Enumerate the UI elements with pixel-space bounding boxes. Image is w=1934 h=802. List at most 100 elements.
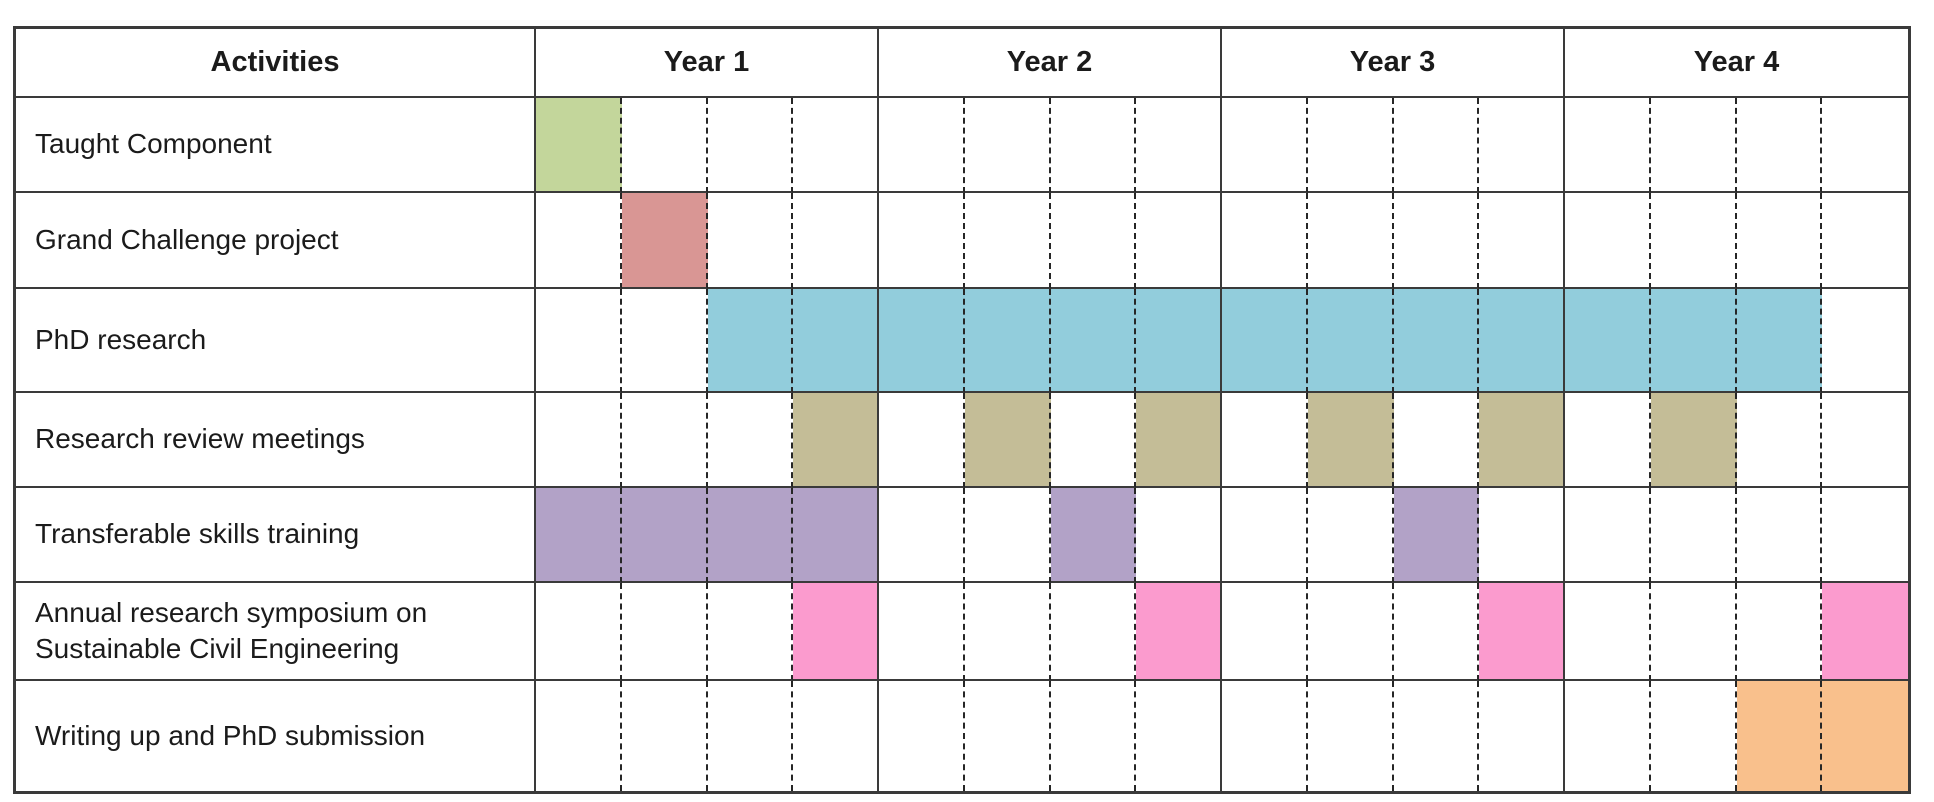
gantt-cell — [1222, 583, 1308, 681]
gantt-cell — [879, 488, 965, 583]
gantt-cell — [1307, 193, 1394, 289]
gantt-cell — [1136, 193, 1222, 289]
gantt-cell — [1393, 583, 1480, 681]
gantt-cell — [1822, 289, 1908, 393]
gantt-cell — [1479, 488, 1565, 583]
gantt-cell — [793, 193, 879, 289]
gantt-cell — [879, 681, 965, 791]
gantt-cell — [707, 681, 794, 791]
gantt-cell — [1307, 98, 1394, 193]
gantt-cell — [536, 393, 622, 488]
year-header-1: Year 1 — [536, 29, 879, 98]
gantt-cell — [1565, 681, 1651, 791]
gantt-bar-segment — [1307, 393, 1394, 488]
gantt-bar-segment — [707, 289, 794, 393]
activity-label: Grand Challenge project — [16, 193, 536, 289]
gantt-cell — [1393, 98, 1480, 193]
activity-label: Taught Component — [16, 98, 536, 193]
gantt-bar-segment — [621, 193, 708, 289]
gantt-cell — [964, 98, 1051, 193]
gantt-cell — [1822, 393, 1908, 488]
gantt-cell — [1650, 583, 1737, 681]
gantt-bar-segment — [536, 98, 622, 193]
gantt-bar-segment — [879, 289, 965, 393]
gantt-cell — [1050, 98, 1137, 193]
gantt-cell — [536, 289, 622, 393]
gantt-cell — [707, 583, 794, 681]
gantt-cell — [1565, 393, 1651, 488]
gantt-cell — [707, 98, 794, 193]
gantt-cell — [793, 681, 879, 791]
year-header-2: Year 2 — [879, 29, 1222, 98]
gantt-bar-segment — [1136, 289, 1222, 393]
gantt-cell — [1050, 681, 1137, 791]
gantt-cell — [1136, 681, 1222, 791]
gantt-cell — [1393, 681, 1480, 791]
gantt-cell — [536, 583, 622, 681]
gantt-cell — [964, 488, 1051, 583]
gantt-bar-segment — [1222, 289, 1308, 393]
gantt-cell — [1736, 98, 1823, 193]
gantt-cell — [1650, 193, 1737, 289]
gantt-cell — [536, 193, 622, 289]
gantt-cell — [621, 681, 708, 791]
gantt-cell — [1222, 98, 1308, 193]
gantt-cell — [621, 98, 708, 193]
gantt-cell — [879, 98, 965, 193]
activity-label: Annual research symposium on Sustainable… — [16, 583, 536, 681]
year-header-3: Year 3 — [1222, 29, 1565, 98]
gantt-cell — [1736, 583, 1823, 681]
gantt-cell — [964, 583, 1051, 681]
gantt-bar-segment — [1479, 393, 1565, 488]
year-header-4: Year 4 — [1565, 29, 1908, 98]
gantt-cell — [879, 583, 965, 681]
gantt-bar-segment — [1393, 289, 1480, 393]
gantt-bar-segment — [1479, 583, 1565, 681]
gantt-bar-segment — [536, 488, 622, 583]
gantt-bar-segment — [1822, 583, 1908, 681]
gantt-cell — [1822, 488, 1908, 583]
gantt-cell — [964, 681, 1051, 791]
gantt-cell — [1650, 98, 1737, 193]
gantt-cell — [621, 289, 708, 393]
gantt-bar-segment — [621, 488, 708, 583]
gantt-bar-segment — [1393, 488, 1480, 583]
gantt-cell — [1222, 488, 1308, 583]
gantt-bar-segment — [1736, 289, 1823, 393]
gantt-bar-segment — [1136, 583, 1222, 681]
gantt-cell — [1736, 393, 1823, 488]
gantt-bar-segment — [1050, 289, 1137, 393]
activity-label: Writing up and PhD submission — [16, 681, 536, 791]
gantt-cell — [1650, 488, 1737, 583]
gantt-cell — [1736, 193, 1823, 289]
gantt-cell — [879, 393, 965, 488]
gantt-bar-segment — [964, 289, 1051, 393]
gantt-cell — [1565, 583, 1651, 681]
gantt-cell — [1650, 681, 1737, 791]
gantt-bar-segment — [1479, 289, 1565, 393]
activity-label: PhD research — [16, 289, 536, 393]
gantt-cell — [1393, 193, 1480, 289]
gantt-cell — [1050, 393, 1137, 488]
gantt-cell — [793, 98, 879, 193]
gantt-cell — [1307, 583, 1394, 681]
gantt-cell — [964, 193, 1051, 289]
gantt-bar-segment — [707, 488, 794, 583]
gantt-table: Activities Year 1 Year 2 Year 3 Year 4 Taught… — [13, 26, 1911, 794]
gantt-cell — [1736, 488, 1823, 583]
gantt-bar-segment — [964, 393, 1051, 488]
gantt-cell — [707, 193, 794, 289]
gantt-cell — [1479, 681, 1565, 791]
gantt-bar-segment — [1050, 488, 1137, 583]
gantt-cell — [1222, 681, 1308, 791]
gantt-bar-segment — [793, 583, 879, 681]
gantt-cell — [1307, 681, 1394, 791]
gantt-bar-segment — [793, 393, 879, 488]
gantt-bar-segment — [1650, 289, 1737, 393]
gantt-cell — [1479, 98, 1565, 193]
gantt-bar-segment — [793, 488, 879, 583]
gantt-cell — [1565, 193, 1651, 289]
gantt-bar-segment — [1136, 393, 1222, 488]
gantt-bar-segment — [1822, 681, 1908, 791]
